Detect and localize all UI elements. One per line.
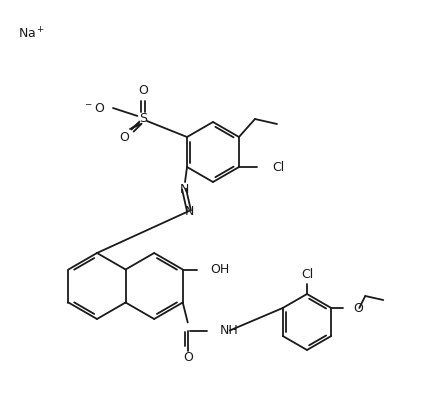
- Text: N: N: [184, 204, 194, 217]
- Text: Cl: Cl: [301, 268, 313, 281]
- Text: $^-$O: $^-$O: [83, 102, 105, 115]
- Text: OH: OH: [211, 263, 230, 276]
- Text: Cl: Cl: [272, 160, 284, 173]
- Text: O: O: [183, 351, 193, 364]
- Text: O: O: [119, 130, 129, 143]
- Text: O: O: [353, 301, 363, 314]
- Text: O: O: [138, 84, 148, 97]
- Text: Na$^+$: Na$^+$: [18, 26, 45, 41]
- Text: N: N: [179, 182, 189, 195]
- Text: NH: NH: [220, 324, 238, 337]
- Text: S: S: [139, 112, 147, 125]
